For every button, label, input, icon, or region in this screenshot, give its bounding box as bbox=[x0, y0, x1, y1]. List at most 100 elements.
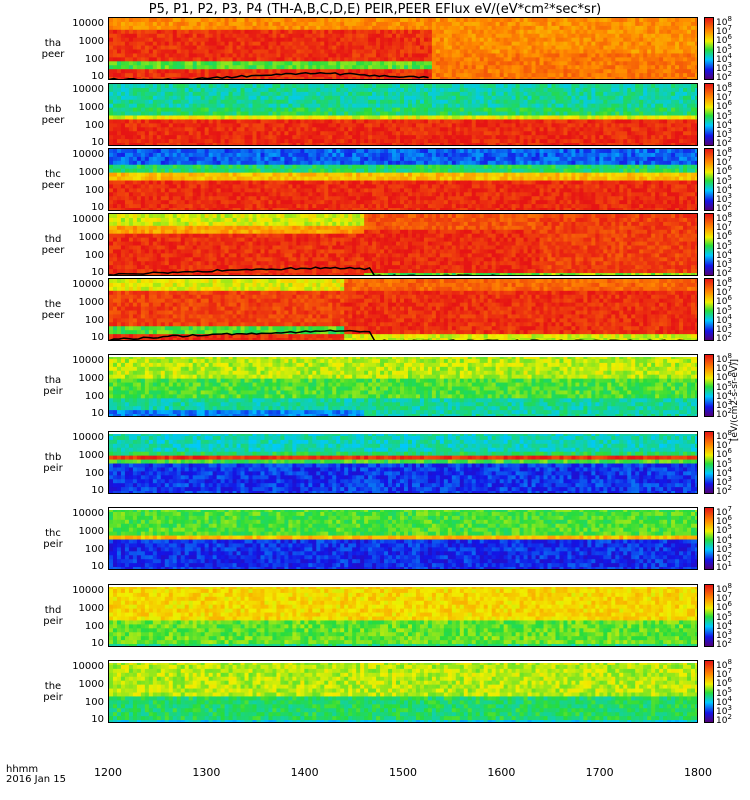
spectrogram-cell bbox=[116, 25, 122, 31]
spectrogram-cell bbox=[109, 164, 114, 170]
spectrogram-cell bbox=[152, 95, 158, 101]
spectrogram-cell bbox=[288, 95, 293, 101]
spectrogram-cell bbox=[160, 25, 166, 31]
spectrogram-cell bbox=[292, 91, 297, 97]
spectrogram-cell bbox=[551, 131, 557, 136]
spectrogram-cell bbox=[304, 91, 309, 97]
spectrogram-cell bbox=[563, 65, 569, 70]
spectrogram-cell bbox=[324, 123, 329, 128]
spectrogram-cell bbox=[491, 131, 497, 136]
spectrogram-cell bbox=[360, 21, 365, 27]
spectrogram-cell bbox=[392, 61, 397, 66]
spectrogram-cell bbox=[463, 107, 469, 113]
spectrogram-cell bbox=[571, 99, 577, 105]
spectrogram-cell bbox=[160, 95, 166, 101]
spectrogram-cell bbox=[491, 21, 497, 27]
spectrogram-cell bbox=[120, 69, 126, 74]
spectrogram-cell bbox=[651, 41, 656, 47]
spectrogram-cell bbox=[495, 18, 501, 23]
spectrogram-cell bbox=[212, 91, 218, 97]
spectrogram-cell bbox=[380, 143, 385, 145]
spectrogram-cell bbox=[348, 77, 353, 79]
spectrogram-cell bbox=[109, 168, 114, 174]
spectrogram-cell bbox=[276, 119, 282, 124]
spectrogram-cell bbox=[160, 73, 166, 78]
spectrogram-cell bbox=[407, 143, 413, 145]
spectrogram-cell bbox=[128, 73, 134, 78]
spectrogram-cell bbox=[320, 87, 325, 93]
spectrogram-cell bbox=[507, 91, 513, 97]
spectrogram-cell bbox=[519, 18, 525, 23]
spectrogram-cell bbox=[336, 49, 341, 55]
spectrogram-cell bbox=[447, 131, 453, 136]
spectrogram-cell bbox=[415, 57, 421, 62]
spectrogram-cell bbox=[615, 127, 620, 132]
spectrogram-cell bbox=[220, 99, 226, 105]
spectrogram-cell bbox=[376, 33, 381, 39]
spectrogram-cell bbox=[184, 53, 190, 58]
spectrogram-cell bbox=[240, 53, 246, 58]
spectrogram-cell bbox=[208, 33, 214, 39]
spectrogram-cell bbox=[507, 139, 513, 144]
spectrogram-cell bbox=[463, 33, 469, 39]
spectrogram-cell bbox=[356, 115, 361, 121]
spectrogram-cell bbox=[635, 107, 640, 113]
spectrogram-cell bbox=[667, 95, 672, 101]
spectrogram-cell bbox=[539, 37, 545, 43]
spectrogram-cell bbox=[144, 77, 150, 79]
spectrogram-cell bbox=[116, 172, 122, 178]
spectrogram-cell bbox=[595, 57, 600, 62]
spectrogram-cell bbox=[392, 41, 397, 47]
spectrogram-cell bbox=[120, 25, 126, 31]
spectrogram-cell bbox=[132, 208, 138, 210]
spectrogram-cell bbox=[196, 53, 202, 58]
spectrogram-cell bbox=[615, 99, 620, 105]
spectrogram-cell bbox=[152, 73, 158, 78]
spectrogram-cell bbox=[248, 77, 254, 79]
spectrogram-cell bbox=[447, 123, 453, 128]
spectrogram-cell bbox=[312, 143, 317, 145]
spectrogram-cell bbox=[675, 25, 680, 31]
spectrogram-cell bbox=[639, 49, 644, 55]
spectrogram-cell bbox=[348, 61, 353, 66]
spectrogram-cell bbox=[236, 53, 242, 58]
spectrogram-cell bbox=[475, 69, 481, 74]
spectrogram-cell bbox=[667, 65, 672, 70]
spectrogram-cell bbox=[136, 103, 142, 109]
spectrogram-cell bbox=[567, 115, 573, 121]
spectrogram-cell bbox=[112, 168, 118, 174]
spectrogram-cell bbox=[144, 73, 150, 78]
spectrogram-cell bbox=[591, 99, 596, 105]
spectrogram-cell bbox=[144, 65, 150, 70]
spectrogram-cell bbox=[152, 53, 158, 58]
spectrogram-cell bbox=[352, 107, 357, 113]
spectrogram-cell bbox=[280, 69, 286, 74]
spectrogram-cell bbox=[687, 61, 692, 66]
spectrogram-cell bbox=[164, 61, 170, 66]
spectrogram-cell bbox=[224, 127, 230, 132]
spectrogram-cell bbox=[567, 21, 573, 27]
spectrogram-cell bbox=[224, 119, 230, 124]
spectrogram-cell bbox=[248, 53, 254, 58]
spectrogram-cell bbox=[109, 119, 114, 124]
spectrogram-cell bbox=[328, 95, 333, 101]
spectrogram-cell bbox=[419, 87, 425, 93]
colorbar-tick-exponent: 5 bbox=[727, 109, 731, 117]
spectrogram-cell bbox=[164, 53, 170, 58]
spectrogram-cell bbox=[176, 29, 182, 35]
spectrogram-cell bbox=[256, 103, 262, 109]
spectrogram-cell bbox=[475, 21, 481, 27]
spectrogram-cell bbox=[140, 77, 146, 79]
spectrogram-cell bbox=[495, 57, 501, 62]
spectrogram-cell bbox=[204, 95, 210, 101]
spectrogram-cell bbox=[164, 37, 170, 43]
spectrogram-cell bbox=[611, 91, 616, 97]
spectrogram-cell bbox=[599, 73, 604, 78]
spectrogram-cell bbox=[124, 135, 130, 140]
spectrogram-cell bbox=[555, 111, 561, 117]
spectrogram-cell bbox=[659, 41, 664, 47]
spectrogram-cell bbox=[407, 87, 413, 93]
spectrogram-cell bbox=[356, 18, 361, 23]
spectrogram-cell bbox=[136, 143, 142, 145]
spectrogram-cell bbox=[200, 61, 206, 66]
